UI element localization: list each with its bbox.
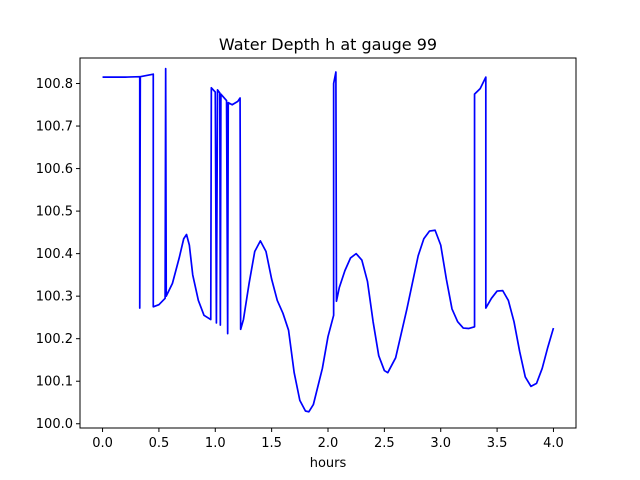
x-tick-label: 1.5 [261, 436, 282, 451]
x-tick-label: 3.0 [430, 436, 451, 451]
x-tick-label: 4.0 [543, 436, 564, 451]
plot-frame [79, 57, 577, 429]
x-ticks: 0.0 0.5 1.0 1.5 2.0 2.5 3.0 3.5 4.0 [92, 428, 564, 451]
y-tick-label: 100.6 [36, 162, 73, 177]
y-tick-label: 100.5 [36, 205, 73, 220]
axes-layer [79, 57, 577, 429]
y-tick-label: 100.1 [36, 375, 73, 390]
y-tick-label: 100.8 [36, 77, 73, 92]
x-tick-label: 3.5 [487, 436, 508, 451]
series-line-0 [102, 67, 555, 413]
y-tick-label: 100.3 [36, 290, 73, 305]
x-tick-label: 1.0 [205, 436, 226, 451]
y-ticks: 100.0 100.1 100.2 100.3 100.4 100.5 100.6 100.7… [36, 77, 80, 432]
chart-title: Water Depth h at gauge 99 [219, 35, 437, 54]
y-tick-label: 100.0 [36, 417, 73, 432]
y-tick-label: 100.7 [36, 120, 73, 135]
x-tick-label: 2.5 [374, 436, 395, 451]
x-tick-label: 0.0 [92, 436, 113, 451]
x-axis-label: hours [310, 456, 347, 471]
x-tick-label: 2.0 [318, 436, 339, 451]
series-layer [102, 67, 555, 413]
y-tick-label: 100.4 [36, 247, 73, 262]
y-tick-label: 100.2 [36, 332, 73, 347]
x-tick-label: 0.5 [149, 436, 170, 451]
